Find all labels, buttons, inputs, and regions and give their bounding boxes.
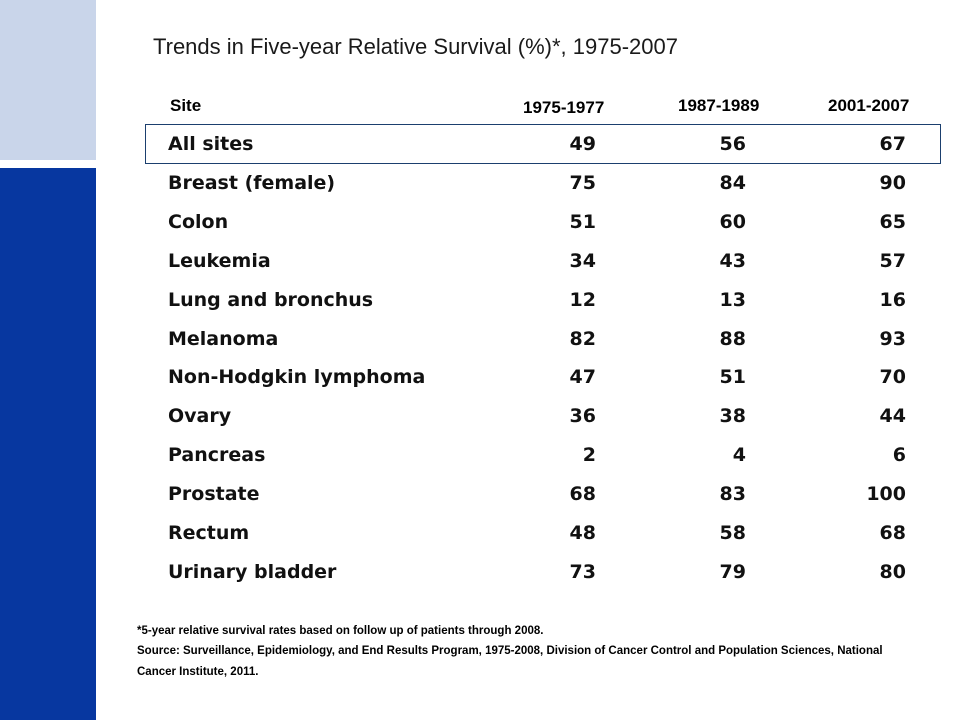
table-row: Urinary bladder 73 79 80	[0, 555, 960, 589]
row-site-label: Prostate	[168, 483, 260, 506]
row-site-label: Non-Hodgkin lymphoma	[168, 366, 426, 389]
row-site-label: Urinary bladder	[168, 560, 337, 583]
row-value-1987-1989: 43	[719, 249, 746, 272]
row-value-1975-1977: 12	[569, 288, 596, 311]
row-value-1975-1977: 2	[582, 444, 596, 467]
table-row: Prostate 68 83 100	[0, 477, 960, 511]
all-sites-highlight-box	[145, 124, 941, 164]
row-value-1975-1977: 48	[569, 522, 596, 544]
row-site-label: All sites	[168, 133, 254, 155]
row-value-1987-1989: 4	[732, 444, 746, 467]
row-site-label: Rectum	[168, 522, 250, 544]
table-row: Rectum 48 58 68	[0, 516, 960, 550]
table-row: Melanoma 82 88 93	[0, 322, 960, 356]
table-row: Pancreas 2 4 6	[0, 438, 960, 472]
row-value-1975-1977: 82	[569, 327, 596, 350]
table-row: Non-Hodgkin lymphoma 47 51 70	[0, 360, 960, 394]
row-value-2001-2007: 65	[879, 210, 906, 233]
row-value-1987-1989: 13	[719, 288, 746, 311]
row-value-1975-1977: 49	[569, 133, 596, 155]
row-site-label: Pancreas	[168, 444, 266, 467]
row-value-1975-1977: 34	[569, 249, 596, 272]
row-value-1975-1977: 47	[569, 366, 596, 389]
row-value-2001-2007: 16	[879, 288, 906, 311]
table-row: Colon 51 60 65	[0, 205, 960, 239]
row-value-2001-2007: 80	[879, 560, 906, 583]
row-value-1987-1989: 79	[719, 560, 746, 583]
slide-title: Trends in Five-year Relative Survival (%…	[153, 34, 678, 59]
row-site-label: Leukemia	[168, 249, 271, 272]
table-row: Leukemia 34 43 57	[0, 244, 960, 278]
row-site-label: Ovary	[168, 405, 232, 428]
table-row: Ovary 36 38 44	[0, 399, 960, 433]
header-period-2: 1987-1989	[678, 96, 760, 115]
row-value-1987-1989: 88	[719, 327, 746, 350]
header-period-1: 1975-1977	[523, 98, 605, 117]
header-period-3: 2001-2007	[828, 96, 910, 115]
source-citation: Source: Surveillance, Epidemiology, and …	[137, 645, 883, 678]
row-value-2001-2007: 70	[879, 366, 906, 389]
row-value-1987-1989: 56	[719, 133, 746, 155]
row-value-2001-2007: 90	[879, 171, 906, 194]
row-value-1987-1989: 58	[719, 522, 746, 544]
row-site-label: Colon	[168, 210, 229, 233]
row-value-1987-1989: 60	[719, 210, 746, 233]
table-row: Breast (female) 75 84 90	[0, 166, 960, 200]
row-value-2001-2007: 57	[879, 249, 906, 272]
table-row: Lung and bronchus 12 13 16	[0, 283, 960, 317]
row-value-2001-2007: 100	[866, 483, 906, 506]
row-value-2001-2007: 6	[892, 444, 906, 467]
row-value-2001-2007: 68	[879, 522, 906, 544]
row-site-label: Melanoma	[168, 327, 279, 350]
row-value-1975-1977: 68	[569, 483, 596, 506]
row-site-label: Lung and bronchus	[168, 288, 374, 311]
row-value-2001-2007: 44	[879, 405, 906, 428]
row-value-1975-1977: 73	[569, 560, 596, 583]
left-accent-band-light	[0, 0, 96, 160]
row-value-1987-1989: 38	[719, 405, 746, 428]
row-value-1987-1989: 51	[719, 366, 746, 389]
row-site-label: Breast (female)	[168, 171, 336, 194]
row-value-1987-1989: 83	[719, 483, 746, 506]
row-value-1987-1989: 84	[719, 171, 746, 194]
header-site: Site	[170, 96, 202, 115]
row-value-2001-2007: 93	[879, 327, 906, 350]
row-value-1975-1977: 51	[569, 210, 596, 233]
left-accent-band-dark	[0, 168, 96, 720]
table-row: All sites 49 56 67	[0, 127, 960, 161]
row-value-1975-1977: 75	[569, 171, 596, 194]
row-value-1975-1977: 36	[569, 405, 596, 428]
row-value-2001-2007: 67	[879, 133, 906, 155]
footnote: *5-year relative survival rates based on…	[137, 625, 544, 637]
